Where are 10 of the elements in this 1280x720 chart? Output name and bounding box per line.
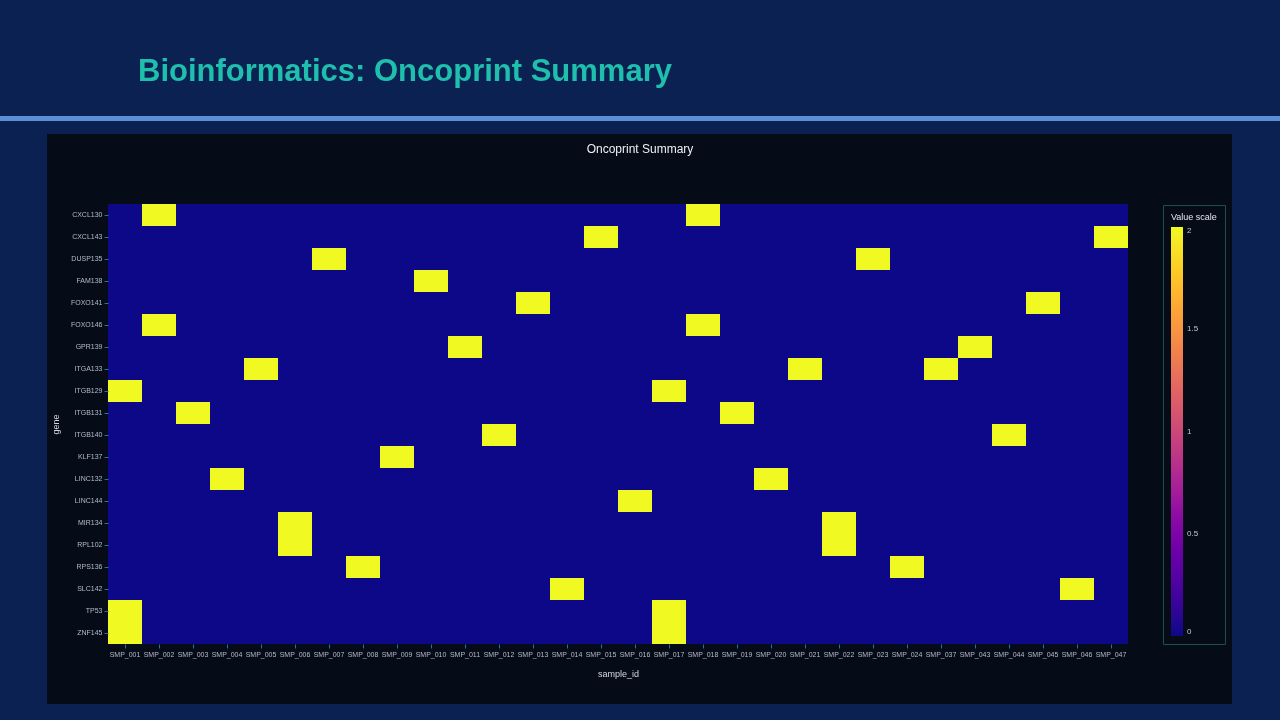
color-bar-title: Value scale [1171, 212, 1217, 222]
chart-title: Bioinformatics: Oncoprint Summary [138, 53, 673, 88]
color-bar-label: 2 [1187, 226, 1192, 235]
color-bar-label: 1.5 [1187, 324, 1199, 334]
color-bar-label: 1 [1187, 426, 1192, 436]
color-bar-label: 0.5 [1187, 528, 1199, 538]
color-bar-label: 0 [1187, 627, 1192, 636]
x-axis-title: sample_id [597, 668, 640, 679]
chart-subtitle: Oncoprint Summary [586, 142, 694, 156]
y-axis-title: gene [50, 414, 61, 435]
